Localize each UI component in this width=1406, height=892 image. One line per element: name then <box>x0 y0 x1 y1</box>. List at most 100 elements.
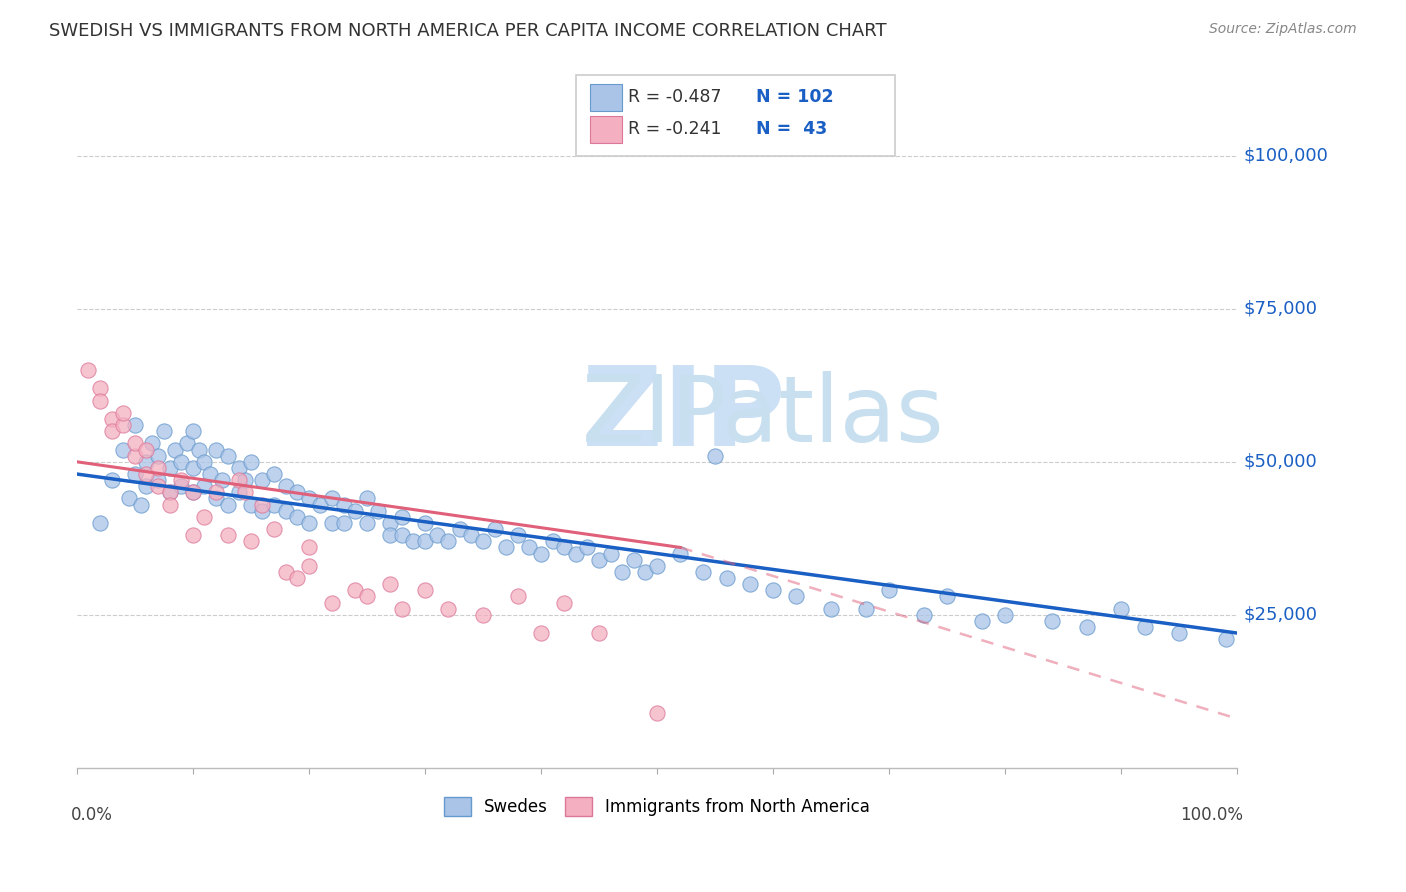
Point <box>855 601 877 615</box>
Point <box>205 485 228 500</box>
Point <box>332 498 354 512</box>
Point <box>217 449 239 463</box>
Point <box>970 614 993 628</box>
Point <box>146 473 169 487</box>
Point <box>553 541 575 555</box>
Point <box>413 516 436 530</box>
Point <box>634 565 657 579</box>
Point <box>449 522 471 536</box>
Point <box>576 541 599 555</box>
Point <box>506 528 529 542</box>
Point <box>77 363 100 377</box>
FancyBboxPatch shape <box>576 75 896 155</box>
Point <box>716 571 738 585</box>
Point <box>112 442 135 457</box>
Point <box>588 626 610 640</box>
Point <box>252 504 274 518</box>
Point <box>495 541 517 555</box>
Point <box>437 601 460 615</box>
Text: R = -0.241: R = -0.241 <box>628 120 721 138</box>
Point <box>460 528 482 542</box>
Point <box>135 479 157 493</box>
Point <box>612 565 634 579</box>
Point <box>233 473 256 487</box>
Point <box>228 473 250 487</box>
Point <box>356 491 378 506</box>
Point <box>205 442 228 457</box>
Point <box>506 590 529 604</box>
Point <box>170 473 193 487</box>
Point <box>170 479 193 493</box>
Point <box>100 473 122 487</box>
Point <box>298 558 321 573</box>
Text: $50,000: $50,000 <box>1243 453 1317 471</box>
Point <box>211 473 233 487</box>
Point <box>274 565 297 579</box>
Point <box>425 528 447 542</box>
Point <box>135 467 157 481</box>
Point <box>391 528 413 542</box>
Point <box>176 436 198 450</box>
Point <box>378 577 401 591</box>
Text: SWEDISH VS IMMIGRANTS FROM NORTH AMERICA PER CAPITA INCOME CORRELATION CHART: SWEDISH VS IMMIGRANTS FROM NORTH AMERICA… <box>49 22 887 40</box>
Point <box>124 418 146 433</box>
Text: ZIP: ZIP <box>582 362 785 469</box>
Point <box>112 418 135 433</box>
Point <box>413 583 436 598</box>
Point <box>274 479 297 493</box>
Point <box>738 577 761 591</box>
Point <box>298 516 321 530</box>
Point <box>124 467 146 481</box>
Point <box>129 498 152 512</box>
Point <box>146 479 169 493</box>
Point <box>193 479 215 493</box>
Point <box>159 498 181 512</box>
Point <box>239 455 262 469</box>
Point <box>704 449 727 463</box>
FancyBboxPatch shape <box>589 84 623 111</box>
Point <box>159 485 181 500</box>
Point <box>263 498 285 512</box>
Point <box>252 498 274 512</box>
Point <box>402 534 425 549</box>
Point <box>298 491 321 506</box>
Point <box>285 485 308 500</box>
Point <box>484 522 506 536</box>
Point <box>321 595 343 609</box>
Point <box>553 595 575 609</box>
Point <box>820 601 842 615</box>
Point <box>1076 620 1098 634</box>
Point <box>936 590 959 604</box>
Text: $75,000: $75,000 <box>1243 300 1317 318</box>
Point <box>1133 620 1156 634</box>
Point <box>519 541 541 555</box>
Point <box>1168 626 1191 640</box>
Point <box>1215 632 1237 647</box>
Point <box>89 381 111 395</box>
Point <box>530 547 553 561</box>
Point <box>239 534 262 549</box>
Point <box>152 424 174 438</box>
Point <box>285 509 308 524</box>
Point <box>391 601 413 615</box>
Point <box>378 528 401 542</box>
Text: 100.0%: 100.0% <box>1180 806 1243 824</box>
Point <box>263 522 285 536</box>
Point <box>193 455 215 469</box>
Point <box>193 509 215 524</box>
Point <box>437 534 460 549</box>
Point <box>1040 614 1063 628</box>
Point <box>252 473 274 487</box>
Point <box>309 498 332 512</box>
Point <box>378 516 401 530</box>
Point <box>170 455 193 469</box>
Point <box>100 412 122 426</box>
Legend: Swedes, Immigrants from North America: Swedes, Immigrants from North America <box>437 790 876 822</box>
Point <box>146 449 169 463</box>
Text: R = -0.487: R = -0.487 <box>628 88 721 106</box>
Point <box>645 706 668 720</box>
Point <box>471 607 494 622</box>
Point <box>285 571 308 585</box>
Point <box>877 583 900 598</box>
Text: $100,000: $100,000 <box>1243 147 1329 165</box>
